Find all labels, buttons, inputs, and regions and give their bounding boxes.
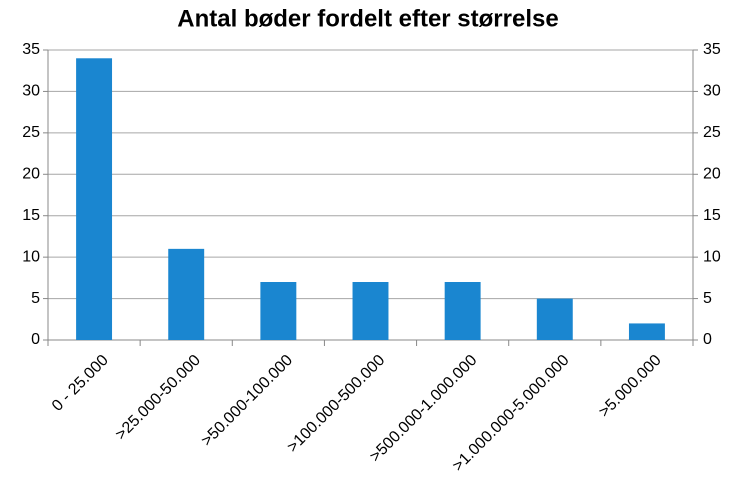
- y-tick-label: 25: [22, 124, 40, 141]
- bar: [76, 58, 113, 341]
- y-tick-label: 20: [22, 166, 40, 183]
- x-tick-label: >100.000-500.000: [284, 352, 388, 456]
- chart-title: Antal bøder fordelt efter størrelse: [177, 5, 558, 32]
- y2-tick-label: 10: [703, 248, 721, 265]
- x-tick-label: 0 - 25.000: [49, 352, 112, 415]
- y-tick-label: 10: [22, 248, 40, 265]
- y2-tick-label: 5: [703, 290, 712, 307]
- y-tick-label: 0: [31, 331, 40, 348]
- bar: [444, 282, 481, 340]
- x-tick-label: >50.000-100.000: [198, 352, 296, 450]
- y-tick-label: 30: [22, 83, 40, 100]
- x-tick-label: >25.000-50.000: [112, 352, 204, 444]
- y-tick-label: 5: [31, 290, 40, 307]
- x-tick-label: >5.000.000: [596, 352, 665, 421]
- bar: [536, 298, 573, 340]
- bar: [168, 248, 205, 340]
- y2-tick-label: 0: [703, 331, 712, 348]
- y2-tick-label: 35: [703, 41, 721, 58]
- bar: [260, 282, 297, 340]
- y-tick-label: 15: [22, 207, 40, 224]
- y2-tick-label: 25: [703, 124, 721, 141]
- bar: [628, 323, 665, 340]
- y-tick-label: 35: [22, 41, 40, 58]
- y2-tick-label: 20: [703, 166, 721, 183]
- y2-tick-label: 15: [703, 207, 721, 224]
- y2-tick-label: 30: [703, 83, 721, 100]
- bar: [352, 282, 389, 340]
